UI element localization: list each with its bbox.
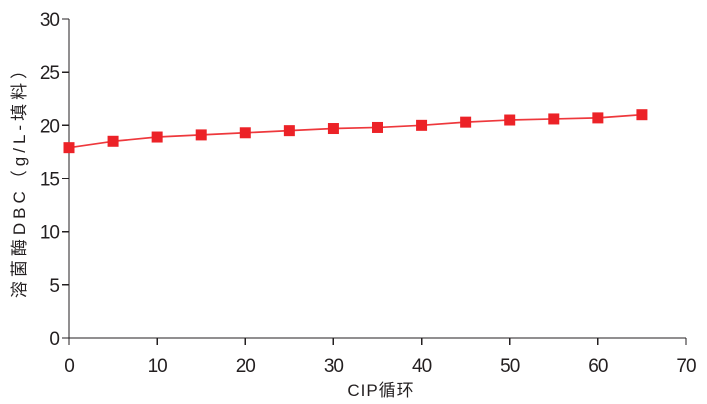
y-tick-label: 5	[49, 276, 59, 297]
data-point-marker	[151, 131, 163, 143]
data-point-marker	[416, 119, 428, 131]
data-point-marker	[460, 116, 472, 128]
y-axis-title: 溶菌酶DBC（g/L-填料）	[10, 58, 29, 298]
data-point-marker	[548, 113, 560, 125]
x-tick-label: 20	[236, 356, 256, 377]
y-tick-label: 25	[40, 63, 60, 84]
y-tick-label: 0	[49, 329, 59, 350]
series-line	[68, 113, 643, 149]
x-tick-label: 50	[500, 356, 520, 377]
data-point-marker	[592, 112, 604, 124]
y-tick-label: 10	[40, 223, 60, 244]
x-tick-label: 40	[412, 356, 432, 377]
data-point-marker	[239, 127, 251, 139]
data-point-marker	[63, 142, 75, 154]
x-axis-title: CIP循环	[347, 381, 414, 400]
x-tick-label: 0	[64, 356, 74, 377]
x-tick-label: 10	[148, 356, 168, 377]
data-point-marker	[327, 123, 339, 135]
data-point-marker	[195, 129, 207, 141]
data-point-marker	[372, 121, 383, 133]
y-tick-label: 30	[40, 10, 60, 31]
x-tick-label: 70	[676, 356, 696, 377]
plot-area: 0 5 10 15 20 25 30 0 10 20 30 40 50 60 70	[40, 10, 697, 377]
y-tick-label: 15	[40, 170, 60, 191]
y-tick-label: 20	[40, 116, 60, 137]
axes	[68, 19, 686, 339]
data-point-marker	[107, 135, 119, 147]
x-tick-label: 30	[324, 356, 344, 377]
data-point-marker	[283, 125, 295, 137]
x-tick-label: 60	[588, 356, 608, 377]
data-point-marker	[504, 114, 516, 126]
data-point-marker	[636, 109, 648, 121]
